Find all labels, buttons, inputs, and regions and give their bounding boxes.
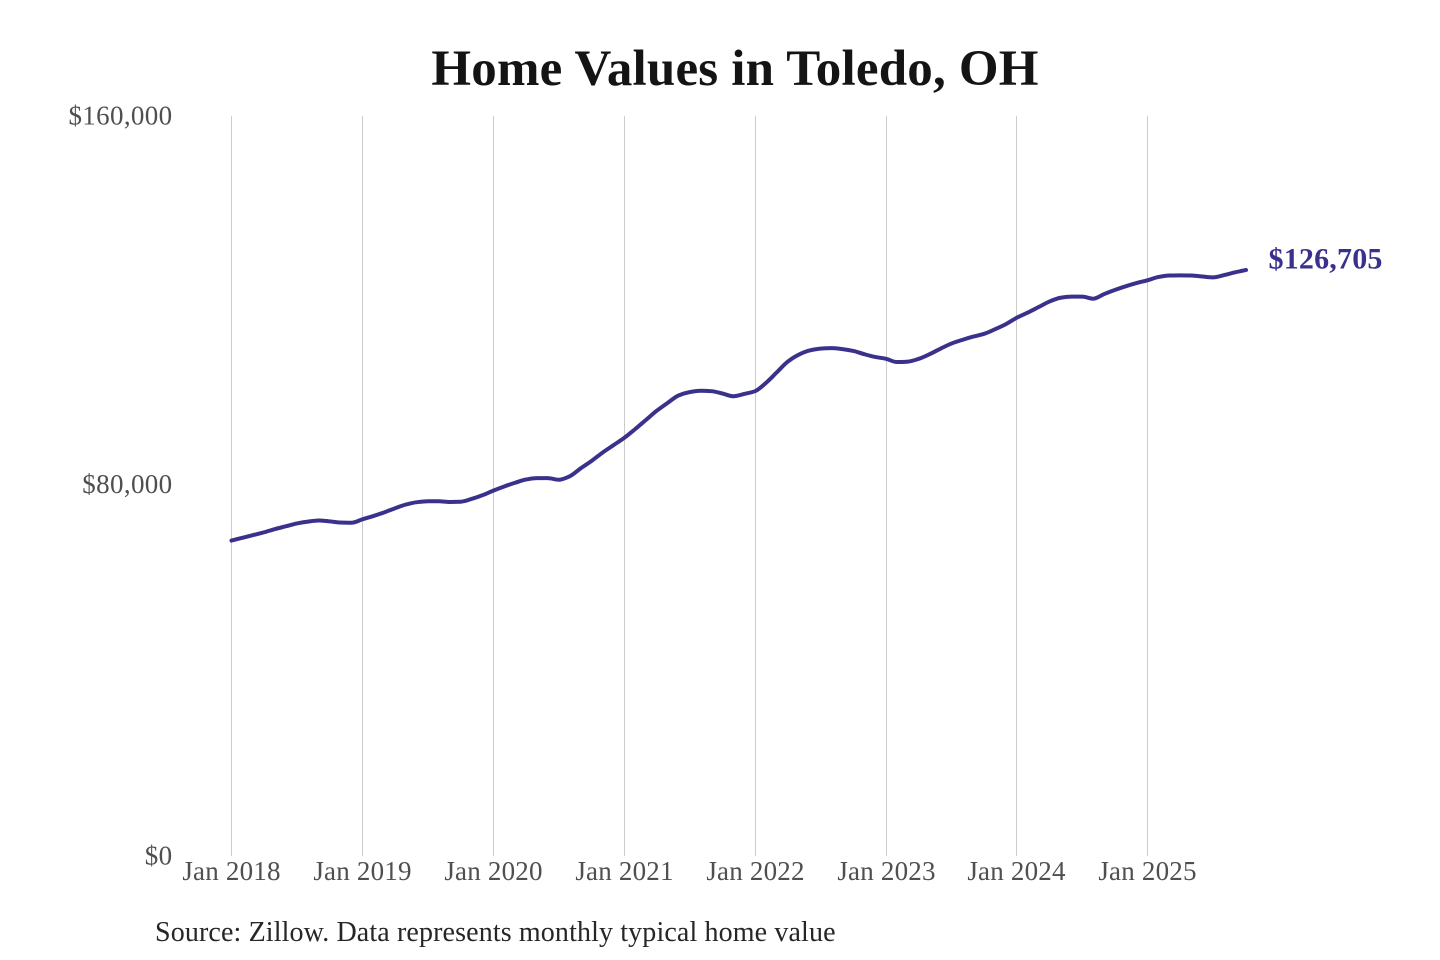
svg-text:Jan 2018: Jan 2018	[182, 856, 280, 886]
svg-text:$80,000: $80,000	[82, 469, 172, 499]
svg-text:Jan 2022: Jan 2022	[706, 856, 804, 886]
svg-text:$0: $0	[145, 841, 173, 871]
svg-text:Jan 2019: Jan 2019	[313, 856, 411, 886]
svg-text:Jan 2020: Jan 2020	[444, 856, 542, 886]
svg-text:Jan 2025: Jan 2025	[1098, 856, 1196, 886]
svg-text:Jan 2023: Jan 2023	[837, 856, 935, 886]
svg-text:Jan 2021: Jan 2021	[575, 856, 673, 886]
svg-text:$160,000: $160,000	[68, 101, 172, 131]
svg-text:$126,705: $126,705	[1269, 243, 1383, 276]
svg-text:Jan 2024: Jan 2024	[967, 856, 1066, 886]
svg-text:Source: Zillow. Data represent: Source: Zillow. Data represents monthly …	[155, 917, 836, 948]
svg-text:Home Values in Toledo, OH: Home Values in Toledo, OH	[431, 41, 1038, 97]
